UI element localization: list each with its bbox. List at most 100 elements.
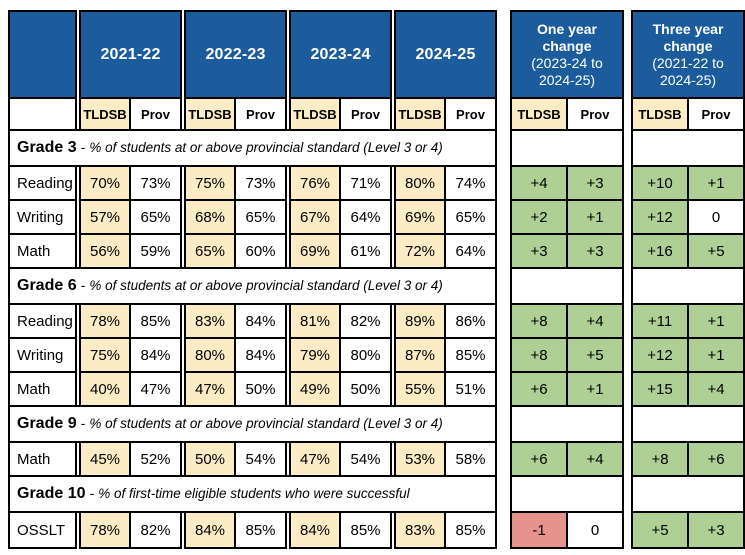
row-label: Math bbox=[8, 233, 77, 269]
section-dash: - bbox=[89, 485, 99, 501]
section-title: Grade 10 bbox=[17, 485, 86, 502]
section-dash: - bbox=[80, 415, 90, 431]
year-header-row: 2021-22 2022-23 2023-24 2024-25 bbox=[8, 10, 497, 99]
change-cell: +16 bbox=[631, 233, 689, 269]
block-subtitle: (2021-22 to 2024-25) bbox=[652, 54, 724, 88]
score-cell: 80% bbox=[394, 165, 446, 201]
score-cell: 84% bbox=[129, 337, 182, 373]
score-cell: 80% bbox=[184, 337, 236, 373]
col-header-prov: Prov bbox=[339, 97, 392, 131]
year-header: 2023-24 bbox=[289, 10, 392, 99]
year-header: 2021-22 bbox=[79, 10, 182, 99]
score-cell: 71% bbox=[339, 165, 392, 201]
blank-cell bbox=[8, 97, 77, 131]
change-cell: +1 bbox=[686, 165, 745, 201]
col-header-tldsb: TLDSB bbox=[79, 97, 131, 131]
score-cell: 83% bbox=[184, 303, 236, 339]
score-cell: 53% bbox=[394, 441, 446, 477]
change-cell: +5 bbox=[631, 511, 689, 549]
section-header-grade6: Grade 6 - % of students at or above prov… bbox=[8, 267, 497, 305]
score-cell: 50% bbox=[234, 371, 287, 407]
col-header-prov: Prov bbox=[565, 97, 625, 131]
section-description: % of students at or above provincial sta… bbox=[89, 278, 443, 293]
score-cell: 55% bbox=[394, 371, 446, 407]
section-header-row: Grade 3 - % of students at or above prov… bbox=[8, 129, 497, 167]
change-cell: +4 bbox=[565, 303, 625, 339]
data-row-math: Math 40% 47% 47% 50% 49% 50% 55% 51% bbox=[8, 371, 497, 407]
change-cell: -1 bbox=[510, 511, 568, 549]
col-header-prov: Prov bbox=[686, 97, 745, 131]
one-year-change-table: One year change (2023-24 to 2024-25) TLD… bbox=[509, 10, 625, 549]
score-cell: 82% bbox=[339, 303, 392, 339]
subheader-row: TLDSB Prov TLDSB Prov TLDSB Prov TLDSB P… bbox=[8, 97, 497, 131]
score-cell: 73% bbox=[129, 165, 182, 201]
change-cell: +4 bbox=[686, 371, 745, 407]
row-label: Writing bbox=[8, 199, 77, 235]
section-description: % of first-time eligible students who we… bbox=[98, 486, 410, 501]
change-cell: +6 bbox=[510, 371, 568, 407]
one-year-change-header: One year change (2023-24 to 2024-25) bbox=[509, 10, 625, 99]
section-title: Grade 6 bbox=[17, 277, 77, 294]
score-cell: 69% bbox=[289, 233, 341, 269]
block-subtitle: (2023-24 to 2024-25) bbox=[531, 54, 603, 88]
score-cell: 83% bbox=[394, 511, 446, 549]
col-header-tldsb: TLDSB bbox=[394, 97, 446, 131]
score-cell: 72% bbox=[394, 233, 446, 269]
col-header-prov: Prov bbox=[444, 97, 497, 131]
score-cell: 75% bbox=[184, 165, 236, 201]
row-label: Math bbox=[8, 371, 77, 407]
spacer-cell bbox=[630, 267, 745, 305]
score-cell: 82% bbox=[129, 511, 182, 549]
score-cell: 59% bbox=[129, 233, 182, 269]
score-cell: 85% bbox=[339, 511, 392, 549]
score-cell: 84% bbox=[289, 511, 341, 549]
score-cell: 56% bbox=[79, 233, 131, 269]
row-label: Writing bbox=[8, 337, 77, 373]
score-cell: 65% bbox=[234, 199, 287, 235]
change-cell: +1 bbox=[686, 337, 745, 373]
score-cell: 84% bbox=[184, 511, 236, 549]
change-cell: +8 bbox=[631, 441, 689, 477]
score-cell: 79% bbox=[289, 337, 341, 373]
col-header-tldsb: TLDSB bbox=[289, 97, 341, 131]
score-cell: 49% bbox=[289, 371, 341, 407]
change-cell: +4 bbox=[510, 165, 568, 201]
score-cell: 78% bbox=[79, 511, 131, 549]
change-cell: +4 bbox=[565, 441, 625, 477]
section-dash: - bbox=[80, 277, 90, 293]
score-cell: 67% bbox=[289, 199, 341, 235]
score-cell: 70% bbox=[79, 165, 131, 201]
score-cell: 52% bbox=[129, 441, 182, 477]
data-row-math: Math 45% 52% 50% 54% 47% 54% 53% 58% bbox=[8, 441, 497, 477]
change-cell: +3 bbox=[565, 165, 625, 201]
data-row-reading: Reading 78% 85% 83% 84% 81% 82% 89% 86% bbox=[8, 303, 497, 339]
change-cell: +5 bbox=[686, 233, 745, 269]
score-cell: 65% bbox=[129, 199, 182, 235]
year-header: 2022-23 bbox=[184, 10, 287, 99]
spacer-cell bbox=[630, 475, 745, 513]
section-header-grade9: Grade 9 - % of students at or above prov… bbox=[8, 405, 497, 443]
score-cell: 85% bbox=[234, 511, 287, 549]
section-description: % of students at or above provincial sta… bbox=[89, 140, 443, 155]
change-cell: +15 bbox=[631, 371, 689, 407]
score-cell: 64% bbox=[339, 199, 392, 235]
spacer-cell bbox=[630, 129, 745, 167]
score-cell: 68% bbox=[184, 199, 236, 235]
section-title: Grade 3 bbox=[17, 139, 77, 156]
score-cell: 60% bbox=[234, 233, 287, 269]
block-title: One year change bbox=[537, 20, 597, 54]
data-row-writing: Writing 75% 84% 80% 84% 79% 80% 87% 85% bbox=[8, 337, 497, 373]
section-dash: - bbox=[80, 139, 90, 155]
col-header-prov: Prov bbox=[129, 97, 182, 131]
section-header-row: Grade 9 - % of students at or above prov… bbox=[8, 405, 497, 443]
score-cell: 69% bbox=[394, 199, 446, 235]
score-cell: 89% bbox=[394, 303, 446, 339]
change-cell: +3 bbox=[686, 511, 745, 549]
change-cell: +3 bbox=[565, 233, 625, 269]
score-cell: 78% bbox=[79, 303, 131, 339]
change-cell: +6 bbox=[510, 441, 568, 477]
score-cell: 47% bbox=[184, 371, 236, 407]
data-row-writing: Writing 57% 65% 68% 65% 67% 64% 69% 65% bbox=[8, 199, 497, 235]
results-table: 2021-22 2022-23 2023-24 2024-25 TLDSB Pr… bbox=[8, 10, 497, 549]
